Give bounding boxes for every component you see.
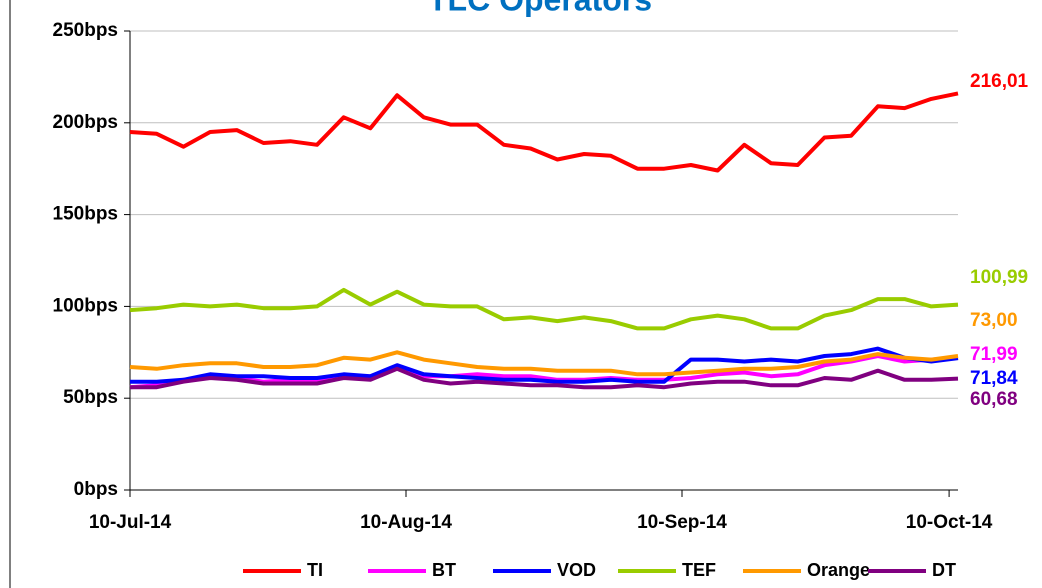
x-tick-label: 10-Aug-14 bbox=[360, 512, 452, 533]
end-label: 216,01 bbox=[970, 71, 1029, 92]
legend-label: VOD bbox=[557, 560, 596, 580]
legend-label: BT bbox=[432, 560, 456, 580]
series-line bbox=[129, 354, 959, 390]
series-line bbox=[129, 287, 959, 331]
end-label: 60,68 bbox=[970, 389, 1018, 410]
series-line bbox=[130, 346, 959, 384]
legend-label: TI bbox=[307, 560, 323, 580]
chart-title: TLC Operators bbox=[428, 0, 652, 17]
y-tick-label: 200bps bbox=[53, 112, 118, 133]
series-line bbox=[129, 91, 959, 173]
end-label: 71,84 bbox=[970, 368, 1018, 389]
series-line bbox=[130, 366, 959, 390]
y-tick-label: 250bps bbox=[53, 20, 118, 41]
end-label: 100,99 bbox=[970, 267, 1028, 288]
y-tick-label: 150bps bbox=[53, 204, 118, 225]
x-tick-label: 10-Sep-14 bbox=[637, 512, 727, 533]
y-tick-label: 50bps bbox=[63, 387, 118, 408]
legend-label: Orange bbox=[807, 560, 870, 580]
x-tick-label: 10-Oct-14 bbox=[906, 512, 993, 533]
end-label: 73,00 bbox=[970, 310, 1018, 331]
legend-label: DT bbox=[932, 560, 956, 580]
end-label: 71,99 bbox=[970, 344, 1018, 365]
chart-border bbox=[9, 0, 11, 588]
y-tick-label: 100bps bbox=[53, 295, 118, 316]
y-tick-label: 0bps bbox=[74, 479, 118, 500]
x-tick-label: 10-Jul-14 bbox=[89, 512, 172, 533]
series-line bbox=[129, 350, 959, 377]
legend-label: TEF bbox=[682, 560, 716, 580]
